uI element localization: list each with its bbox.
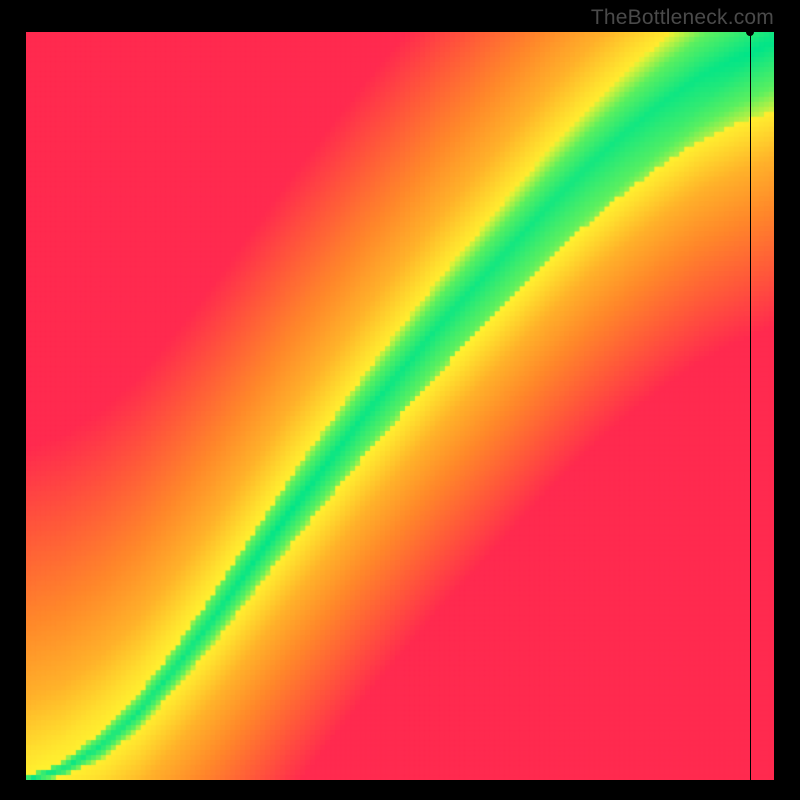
- vertical-marker-line: [750, 32, 751, 780]
- heatmap-canvas: [26, 32, 774, 780]
- plot-area: [26, 32, 774, 780]
- watermark-text: TheBottleneck.com: [591, 6, 774, 30]
- end-marker-dot: [746, 28, 754, 36]
- chart-container: TheBottleneck.com: [0, 0, 800, 800]
